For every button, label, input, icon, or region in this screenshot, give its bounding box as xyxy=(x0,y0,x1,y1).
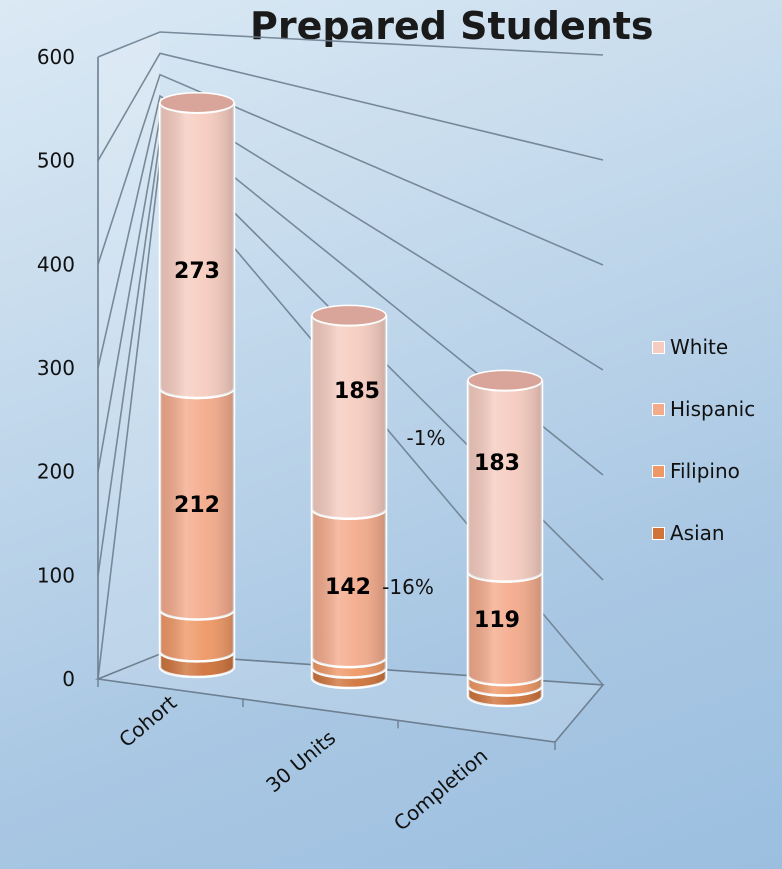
data-label: 183 xyxy=(474,451,520,476)
floor xyxy=(94,653,605,743)
bar-stack xyxy=(310,304,388,690)
legend-label: Filipino xyxy=(670,459,740,483)
legend-label: Asian xyxy=(670,521,725,545)
bar-shading xyxy=(468,571,542,686)
bar-shading xyxy=(160,102,234,398)
legend-item: Asian xyxy=(652,521,755,545)
x-tick-label: 30 Units xyxy=(261,725,340,797)
bar-stack xyxy=(158,91,236,679)
legend-item: Hispanic xyxy=(652,397,756,421)
data-label: 212 xyxy=(174,493,220,518)
y-tick-label: 600 xyxy=(37,45,75,69)
y-tick-label: 200 xyxy=(37,460,75,484)
y-tick-label: 400 xyxy=(37,252,75,276)
data-label: 185 xyxy=(334,379,380,404)
legend-label: White xyxy=(670,335,729,359)
y-tick-label: 0 xyxy=(62,667,75,691)
legend-item: White xyxy=(652,335,755,359)
gridline xyxy=(97,94,604,371)
y-tick-label: 300 xyxy=(37,356,75,380)
change-annotation: -16% xyxy=(382,575,434,599)
legend-swatch xyxy=(652,526,665,540)
legend-swatch xyxy=(652,402,665,416)
legend-swatch xyxy=(652,340,665,354)
legend-swatch xyxy=(652,464,665,478)
gridline xyxy=(97,52,604,162)
gridline xyxy=(97,31,604,58)
gridline xyxy=(97,73,604,266)
y-tick-label: 500 xyxy=(37,149,75,173)
legend-label: Hispanic xyxy=(670,397,756,421)
bar-top-cap xyxy=(311,304,387,327)
data-label: 142 xyxy=(325,575,371,600)
bar-stack xyxy=(466,369,544,708)
x-tick-label: Completion xyxy=(389,743,492,835)
legend: White Hispanic Filipino Asian xyxy=(652,335,756,585)
data-label: 273 xyxy=(174,259,220,284)
data-label: 119 xyxy=(474,608,520,633)
bar-shading xyxy=(468,380,542,582)
bar-shading xyxy=(312,508,386,668)
change-annotation: -1% xyxy=(407,426,446,450)
bar-shading xyxy=(160,387,234,620)
y-tick-label: 100 xyxy=(37,563,75,587)
bar-shading xyxy=(312,315,386,519)
bar-top-cap xyxy=(467,369,543,392)
bar-shading xyxy=(160,651,234,677)
legend-item: Filipino xyxy=(652,459,755,483)
x-tick-label: Cohort xyxy=(114,690,181,752)
bar-shading xyxy=(160,609,234,662)
bar-top-cap xyxy=(159,91,235,114)
